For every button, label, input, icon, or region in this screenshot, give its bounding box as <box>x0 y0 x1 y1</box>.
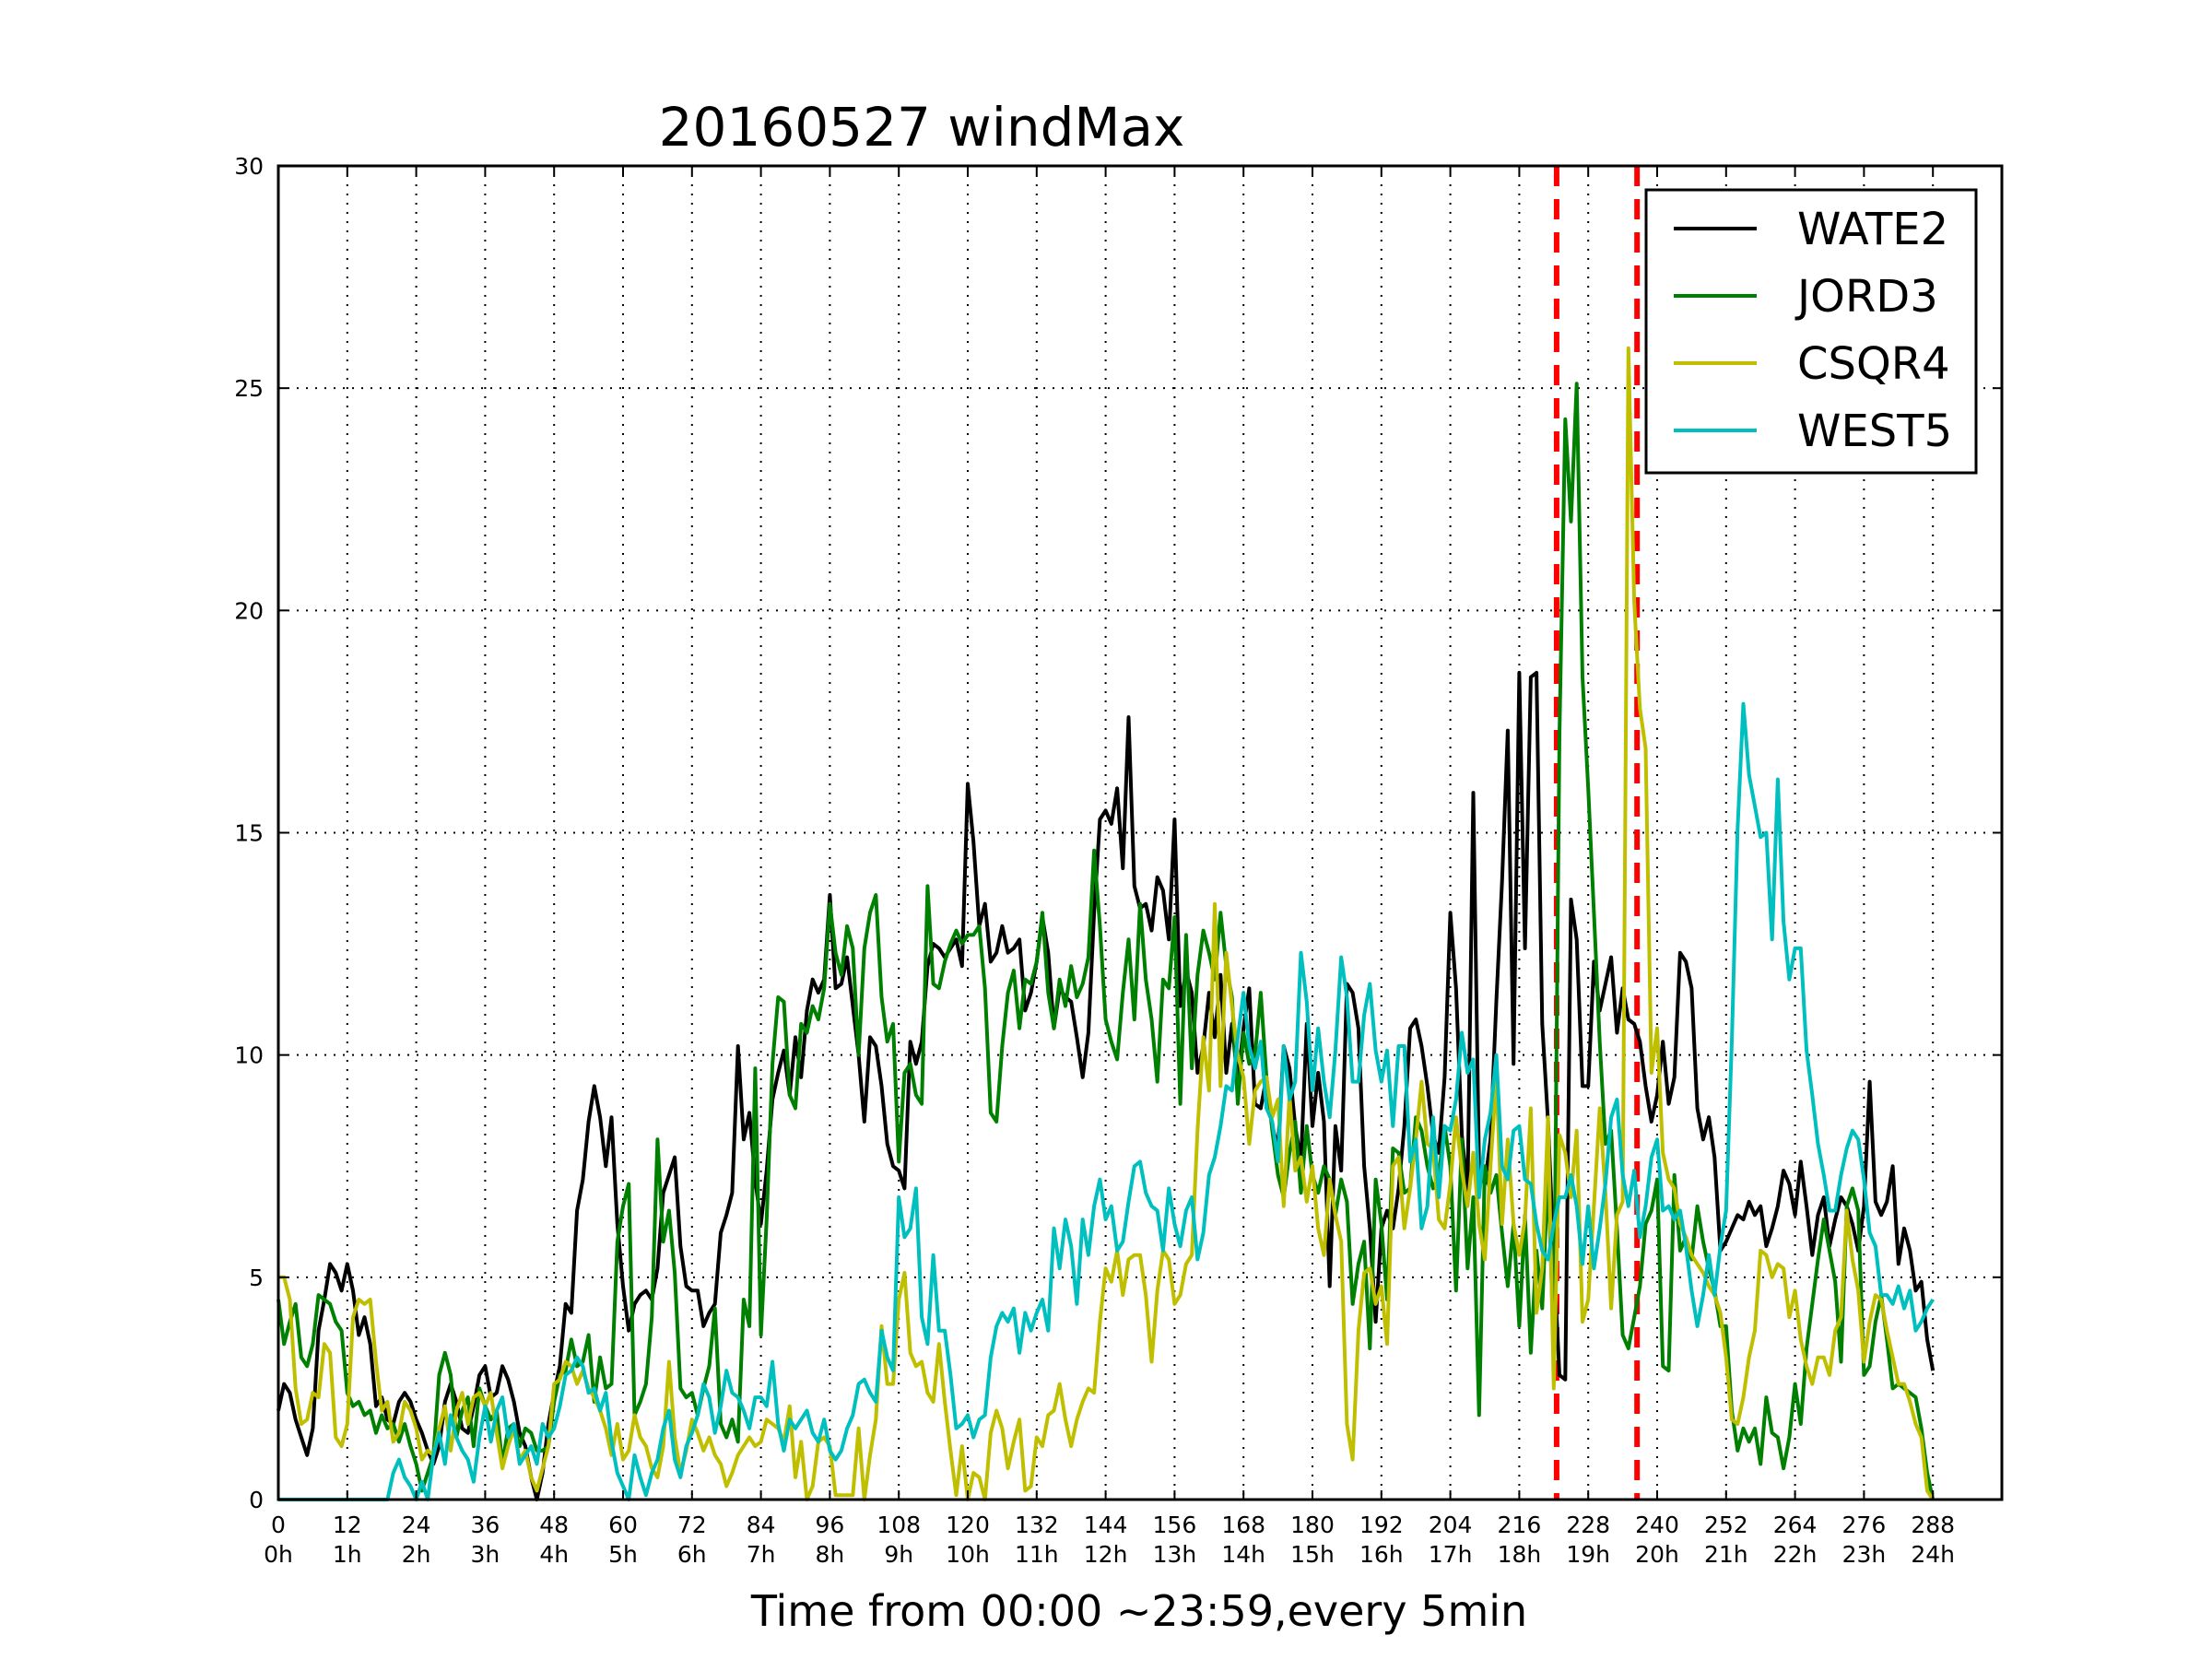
x-axis-label: Time from 00:00 ~23:59,every 5min <box>750 1586 1527 1636</box>
x-tick-sublabel: 4h <box>539 1541 569 1568</box>
series-line-west5 <box>278 701 1935 1501</box>
series-lines <box>276 346 1936 1501</box>
y-tick-label: 5 <box>249 1265 264 1291</box>
x-tick-label: 168 <box>1221 1512 1265 1538</box>
legend-label-jord3: JORD3 <box>1794 271 1938 323</box>
x-tick-label: 156 <box>1153 1512 1197 1538</box>
x-tick-sublabel: 21h <box>1704 1541 1748 1568</box>
y-tick-label: 10 <box>234 1042 264 1069</box>
x-tick-sublabel: 7h <box>747 1541 776 1568</box>
legend: WATE2 JORD3 CSQR4 WEST5 <box>1644 188 1978 475</box>
x-tick-label: 144 <box>1084 1512 1128 1538</box>
x-tick-label: 120 <box>946 1512 990 1538</box>
x-tick-sublabel: 19h <box>1566 1541 1610 1568</box>
legend-frame <box>1644 188 1978 475</box>
x-tick-label: 180 <box>1290 1512 1335 1538</box>
x-tick-sublabel: 23h <box>1842 1541 1887 1568</box>
x-tick-label: 192 <box>1359 1512 1404 1538</box>
x-tick-label: 60 <box>608 1512 638 1538</box>
x-tick-label: 12 <box>333 1512 362 1538</box>
chart-title: 20160527 windMax <box>659 96 1185 159</box>
x-tick-sublabel: 16h <box>1359 1541 1404 1568</box>
x-tick-sublabel: 12h <box>1084 1541 1128 1568</box>
x-tick-label: 264 <box>1773 1512 1818 1538</box>
x-tick-sublabel: 8h <box>816 1541 845 1568</box>
x-tick-label: 48 <box>539 1512 569 1538</box>
x-tick-label: 252 <box>1704 1512 1748 1538</box>
x-tick-sublabel: 6h <box>677 1541 707 1568</box>
x-tick-label: 132 <box>1015 1512 1059 1538</box>
x-tick-label: 276 <box>1842 1512 1887 1538</box>
legend-label-wate2: WATE2 <box>1797 204 1948 255</box>
x-tick-label: 108 <box>877 1512 921 1538</box>
x-tick-sublabel: 15h <box>1290 1541 1335 1568</box>
y-tick-label: 15 <box>234 820 264 847</box>
x-tick-label: 96 <box>815 1512 844 1538</box>
x-tick-sublabel: 18h <box>1498 1541 1542 1568</box>
x-tick-sublabel: 24h <box>1911 1541 1955 1568</box>
x-tick-sublabel: 22h <box>1773 1541 1818 1568</box>
x-tick-label: 36 <box>470 1512 500 1538</box>
y-tick-label: 30 <box>234 153 264 180</box>
x-tick-label: 84 <box>747 1512 776 1538</box>
y-tick-label: 0 <box>249 1487 264 1513</box>
x-tick-sublabel: 2h <box>402 1541 431 1568</box>
x-tick-label: 228 <box>1566 1512 1610 1538</box>
y-tick-label: 20 <box>234 597 264 624</box>
x-tick-sublabel: 3h <box>471 1541 500 1568</box>
x-tick-label: 240 <box>1635 1512 1679 1538</box>
legend-label-csqr4: CSQR4 <box>1797 338 1950 390</box>
x-tick-sublabel: 1h <box>333 1541 362 1568</box>
x-tick-label: 204 <box>1429 1512 1473 1538</box>
x-tick-sublabel: 9h <box>884 1541 913 1568</box>
x-tick-sublabel: 11h <box>1015 1541 1059 1568</box>
y-tick-label: 25 <box>234 375 264 402</box>
x-tick-sublabel: 13h <box>1153 1541 1197 1568</box>
x-tick-label: 0 <box>271 1512 286 1538</box>
x-tick-sublabel: 14h <box>1221 1541 1265 1568</box>
x-tick-label: 24 <box>402 1512 431 1538</box>
legend-label-west5: WEST5 <box>1797 406 1952 457</box>
x-tick-sublabel: 20h <box>1635 1541 1679 1568</box>
x-tick-sublabel: 10h <box>946 1541 990 1568</box>
axis-ticks: 0 0h 12 1h 24 2h 36 3h 48 4h 60 5h 72 6h 84 7h 96 8h 108 9h… <box>234 153 2002 1568</box>
x-tick-label: 72 <box>677 1512 707 1538</box>
series-line-csqr4 <box>278 346 1935 1501</box>
x-tick-label: 216 <box>1498 1512 1542 1538</box>
x-tick-sublabel: 5h <box>608 1541 638 1568</box>
x-tick-sublabel: 0h <box>264 1541 293 1568</box>
x-tick-label: 288 <box>1911 1512 1955 1538</box>
x-tick-sublabel: 17h <box>1429 1541 1473 1568</box>
